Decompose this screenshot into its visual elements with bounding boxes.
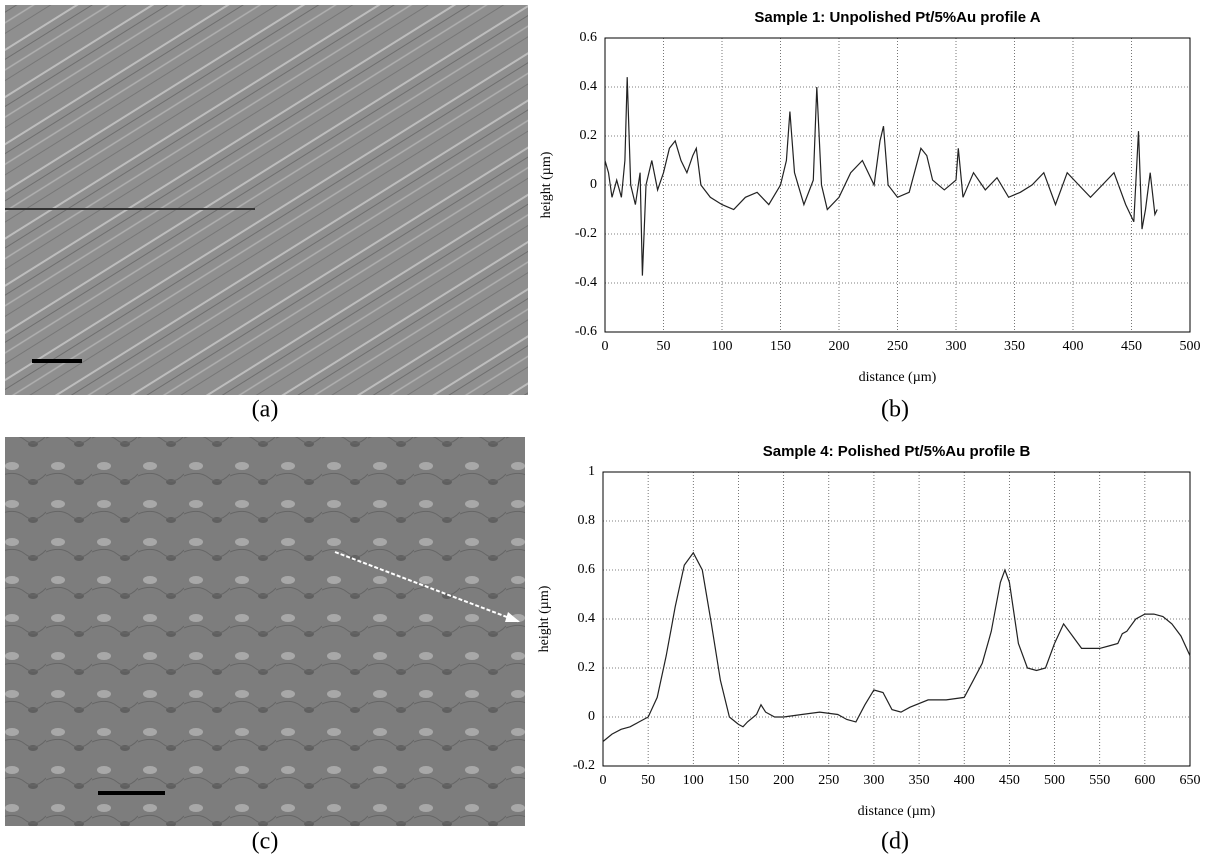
x-tick-label: 100 [683, 773, 704, 788]
x-tick-label: 200 [773, 773, 794, 788]
x-tick-label: 0 [602, 339, 609, 354]
panel-label: (d) [881, 829, 909, 855]
y-tick-label: -0.2 [575, 226, 597, 241]
x-tick-label: 150 [770, 339, 791, 354]
x-tick-label: 400 [954, 773, 975, 788]
chart-title: Sample 1: Unpolished Pt/5%Au profile A [754, 9, 1040, 26]
profile-arrow [334, 551, 521, 623]
panel-label: (a) [252, 397, 279, 423]
y-axis-label: height (µm) [539, 151, 554, 218]
y-tick-label: 0.4 [580, 79, 598, 94]
panel-label: (c) [252, 829, 279, 855]
x-tick-label: 0 [600, 773, 607, 788]
x-tick-label: 600 [1134, 773, 1155, 788]
x-axis-label: distance (µm) [859, 370, 937, 385]
arrow-head [505, 612, 520, 622]
x-tick-label: 250 [818, 773, 839, 788]
plot-frame [602, 471, 1191, 767]
x-tick-label: 300 [946, 339, 967, 354]
data-line [604, 77, 1158, 276]
x-tick-label: 350 [1004, 339, 1025, 354]
x-tick-label: 450 [1121, 339, 1142, 354]
x-tick-label: 550 [1089, 773, 1110, 788]
x-tick-label: 100 [712, 339, 733, 354]
y-tick-label: 0.8 [578, 513, 596, 528]
micrograph-c [5, 437, 525, 826]
x-tick-label: 400 [1063, 339, 1084, 354]
y-tick-label: 1 [588, 464, 595, 479]
y-axis-label: height (µm) [537, 585, 552, 652]
x-tick-label: 50 [641, 773, 655, 788]
y-tick-label: 0 [590, 177, 597, 192]
x-tick-label: 150 [728, 773, 749, 788]
x-tick-label: 50 [657, 339, 671, 354]
micrograph-a [5, 5, 528, 395]
y-tick-label: -0.2 [573, 758, 595, 773]
x-tick-label: 500 [1180, 339, 1201, 354]
y-tick-label: 0.6 [578, 562, 596, 577]
x-axis-label: distance (µm) [858, 804, 936, 819]
data-line [602, 551, 1191, 742]
x-tick-label: 300 [863, 773, 884, 788]
x-tick-label: 650 [1180, 773, 1201, 788]
x-tick-label: 200 [829, 339, 850, 354]
y-tick-label: -0.6 [575, 324, 597, 339]
y-tick-label: 0.6 [580, 30, 598, 45]
y-tick-label: 0 [588, 709, 595, 724]
y-tick-label: 0.2 [580, 128, 598, 143]
x-tick-label: 350 [909, 773, 930, 788]
y-tick-label: 0.2 [578, 660, 596, 675]
panel-label: (b) [881, 397, 909, 423]
chart-title: Sample 4: Polished Pt/5%Au profile B [763, 443, 1031, 460]
y-tick-label: 0.4 [578, 611, 596, 626]
x-tick-label: 500 [1044, 773, 1065, 788]
x-tick-label: 250 [887, 339, 908, 354]
y-tick-label: -0.4 [575, 275, 597, 290]
x-tick-label: 450 [999, 773, 1020, 788]
plot-frame [604, 37, 1191, 333]
